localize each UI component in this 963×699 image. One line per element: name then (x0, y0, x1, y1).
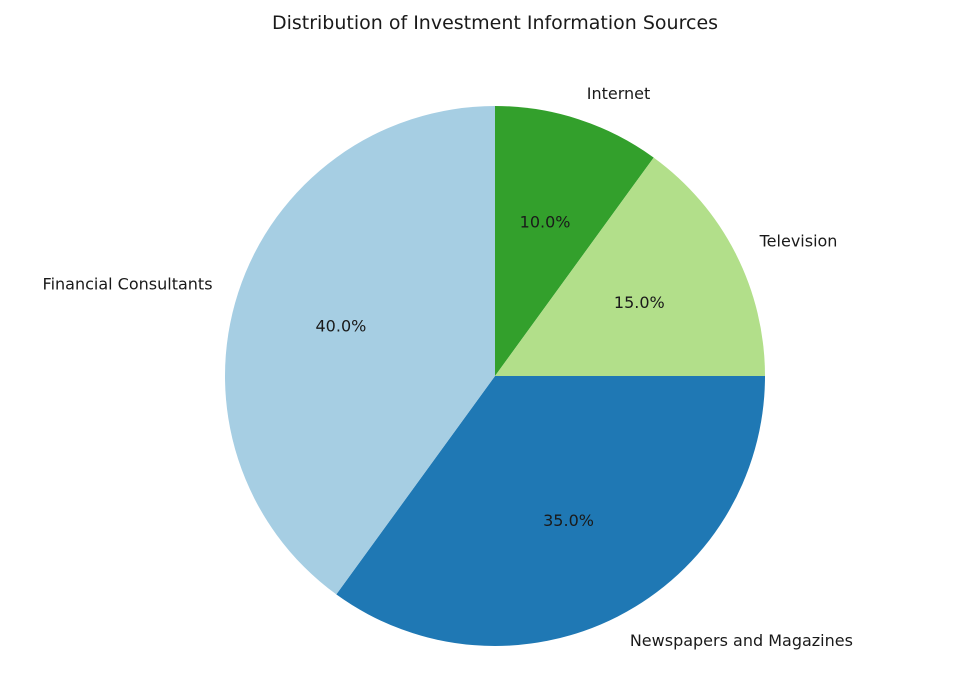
category-label-television: Television (759, 232, 838, 251)
pie-slice-newspapers-and-magazines (336, 376, 765, 646)
category-label-financial-consultants: Financial Consultants (43, 275, 213, 294)
percent-label-television: 15.0% (614, 293, 665, 312)
percent-label-financial-consultants: 40.0% (316, 316, 367, 335)
labels-layer: 10.0% Internet 15.0% Television 35.0% Newspap… (43, 84, 853, 650)
percent-label-newspapers-and-magazines: 35.0% (543, 511, 594, 530)
category-label-internet: Internet (587, 84, 651, 103)
percent-label-internet: 10.0% (520, 212, 571, 231)
chart-title: Distribution of Investment Information S… (272, 12, 718, 34)
category-label-newspapers-and-magazines: Newspapers and Magazines (630, 631, 853, 650)
slices-layer (225, 106, 765, 646)
pie-slice-television (495, 157, 765, 376)
pie-slice-financial-consultants (225, 106, 495, 595)
pie-slice-internet (495, 106, 654, 376)
